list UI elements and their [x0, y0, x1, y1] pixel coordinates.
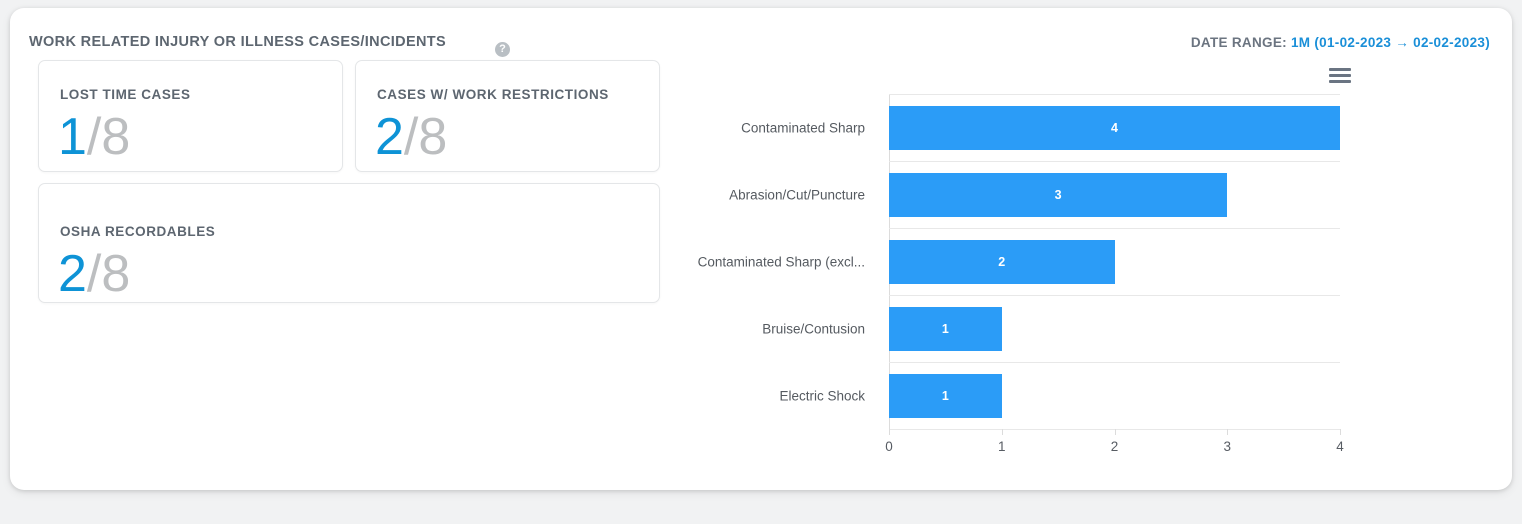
dashboard-widget-card: WORK RELATED INJURY OR ILLNESS CASES/INC…: [10, 8, 1512, 490]
chart-gridline: [889, 94, 1340, 95]
x-axis-tick-mark: [889, 429, 890, 435]
chart-bar[interactable]: [889, 105, 1340, 150]
chart-plot-area: Contaminated Sharp 4 Abrasion/Cut/Puncture…: [670, 94, 1360, 464]
chart-bar-value-label: 3: [1054, 187, 1062, 202]
x-axis-tick-label: 4: [1336, 439, 1344, 454]
kpi-value: 2/8: [375, 108, 447, 166]
chart-category-label: Electric Shock: [779, 388, 865, 403]
date-range: DATE RANGE: 1M (01-02-2023 → 02-02-2023): [1191, 35, 1490, 50]
x-axis-tick-label: 2: [1110, 439, 1119, 454]
chart-bar-track: 1: [889, 295, 1340, 362]
chart-category-label: Contaminated Sharp: [741, 120, 865, 135]
chart-category-row: Contaminated Sharp 4: [670, 94, 1360, 161]
chart-bar-value-label: 1: [941, 321, 949, 336]
incident-type-bar-chart: Contaminated Sharp 4 Abrasion/Cut/Puncture…: [670, 54, 1510, 474]
chart-bar-value-label: 1: [941, 388, 949, 403]
chart-category-row: Contaminated Sharp (excl... 2: [670, 228, 1360, 295]
chart-category-label: Abrasion/Cut/Puncture: [729, 187, 865, 202]
kpi-numerator: 1: [58, 108, 87, 166]
chart-category-row: Abrasion/Cut/Puncture 3: [670, 161, 1360, 228]
chart-gridline: [889, 161, 1340, 162]
menu-line: [1329, 74, 1351, 77]
kpi-denominator: /8: [403, 108, 448, 166]
menu-line: [1329, 80, 1351, 83]
kpi-numerator: 2: [375, 108, 404, 166]
chart-category-row: Bruise/Contusion 1: [670, 295, 1360, 362]
kpi-label: CASES W/ WORK RESTRICTIONS: [377, 87, 609, 102]
chart-bar[interactable]: [889, 172, 1228, 217]
help-circle-icon[interactable]: ?: [495, 42, 510, 57]
kpi-label: OSHA RECORDABLES: [60, 224, 216, 239]
x-axis-tick-mark: [1114, 429, 1116, 435]
kpi-value: 2/8: [58, 245, 130, 303]
chart-bar[interactable]: [889, 239, 1115, 284]
chart-gridline: [889, 362, 1340, 363]
x-axis-tick-mark: [1340, 429, 1341, 435]
x-axis-tick-label: 1: [997, 439, 1006, 454]
chart-bar[interactable]: [889, 306, 1002, 351]
x-axis-tick-mark: [1001, 429, 1003, 435]
chart-category-row: Electric Shock 1: [670, 362, 1360, 429]
kpi-denominator: /8: [86, 245, 131, 303]
widget-header: WORK RELATED INJURY OR ILLNESS CASES/INC…: [10, 8, 1512, 57]
date-range-label: DATE RANGE:: [1190, 35, 1287, 50]
chart-bar-track: 2: [889, 228, 1340, 295]
chart-bar-value-label: 4: [1111, 120, 1118, 135]
chart-bar-value-label: 2: [998, 254, 1006, 269]
kpi-numerator: 2: [58, 245, 87, 303]
page-title: WORK RELATED INJURY OR ILLNESS CASES/INC…: [29, 34, 447, 50]
x-axis-tick-mark: [1227, 429, 1229, 435]
date-range-value[interactable]: 1M (01-02-2023 → 02-02-2023): [1290, 35, 1490, 50]
chart-bar[interactable]: [889, 373, 1002, 418]
chart-bar-track: 4: [889, 94, 1340, 161]
kpi-card-osha-recordables[interactable]: OSHA RECORDABLES 2/8: [38, 183, 660, 303]
chart-category-label: Bruise/Contusion: [762, 321, 865, 336]
kpi-value: 1/8: [58, 108, 130, 166]
chart-category-label: Contaminated Sharp (excl...: [697, 254, 865, 269]
hamburger-menu-icon[interactable]: [1329, 68, 1351, 84]
x-axis-tick-label: 0: [885, 439, 893, 454]
kpi-denominator: /8: [86, 108, 131, 166]
menu-line: [1329, 68, 1351, 71]
chart-bar-track: 1: [889, 362, 1340, 429]
chart-gridline: [889, 228, 1340, 229]
chart-gridline: [889, 295, 1340, 296]
chart-bar-track: 3: [889, 161, 1340, 228]
x-axis-tick-label: 3: [1223, 439, 1232, 454]
kpi-card-cases-with-work-restrictions[interactable]: CASES W/ WORK RESTRICTIONS 2/8: [355, 60, 660, 172]
kpi-card-lost-time-cases[interactable]: LOST TIME CASES 1/8: [38, 60, 343, 172]
kpi-label: LOST TIME CASES: [60, 87, 191, 102]
